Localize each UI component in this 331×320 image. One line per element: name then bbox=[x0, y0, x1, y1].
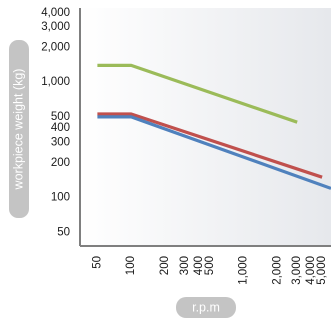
plot-area-background bbox=[80, 8, 331, 246]
y-tick-label: 3,000 bbox=[41, 21, 70, 33]
x-tick-label: 100 bbox=[125, 256, 137, 275]
y-axis-label-pill: workpiece weight (kg) bbox=[9, 40, 29, 218]
y-tick-label: 2,000 bbox=[41, 42, 70, 54]
x-axis-label-background bbox=[176, 297, 236, 318]
x-axis-label-pill: r.p.m bbox=[176, 297, 236, 318]
y-tick-label: 4,000 bbox=[41, 7, 70, 19]
y-axis-label-background bbox=[9, 40, 29, 218]
x-tick-label: 3,000 bbox=[291, 256, 303, 285]
x-tick-label: 4,000 bbox=[305, 256, 317, 285]
x-tick-label: 300 bbox=[179, 256, 191, 275]
y-tick-label: 50 bbox=[57, 226, 70, 238]
series-layer bbox=[97, 63, 331, 190]
series-line-2 bbox=[97, 112, 323, 179]
y-tick-label: 1,000 bbox=[41, 76, 70, 88]
x-axis-label: r.p.m bbox=[192, 300, 220, 314]
y-tick-label: 200 bbox=[51, 157, 70, 169]
x-tick-label: 50 bbox=[91, 256, 103, 269]
series-line-1 bbox=[97, 63, 298, 124]
y-tick-label: 400 bbox=[51, 122, 70, 134]
x-tick-label: 400 bbox=[193, 256, 205, 275]
y-tick-label: 500 bbox=[51, 111, 70, 123]
x-tick-label: 200 bbox=[159, 256, 171, 275]
series-line-3 bbox=[97, 115, 331, 190]
y-axis-label: workpiece weight (kg) bbox=[11, 69, 25, 191]
y-tick-label: 100 bbox=[51, 192, 70, 204]
x-tick-label: 2,000 bbox=[271, 256, 283, 285]
y-tick-label: 300 bbox=[51, 137, 70, 149]
x-tick-label: 1,000 bbox=[238, 256, 250, 285]
x-tick-label: 5,000 bbox=[316, 256, 328, 285]
x-tick-label: 500 bbox=[204, 256, 216, 275]
